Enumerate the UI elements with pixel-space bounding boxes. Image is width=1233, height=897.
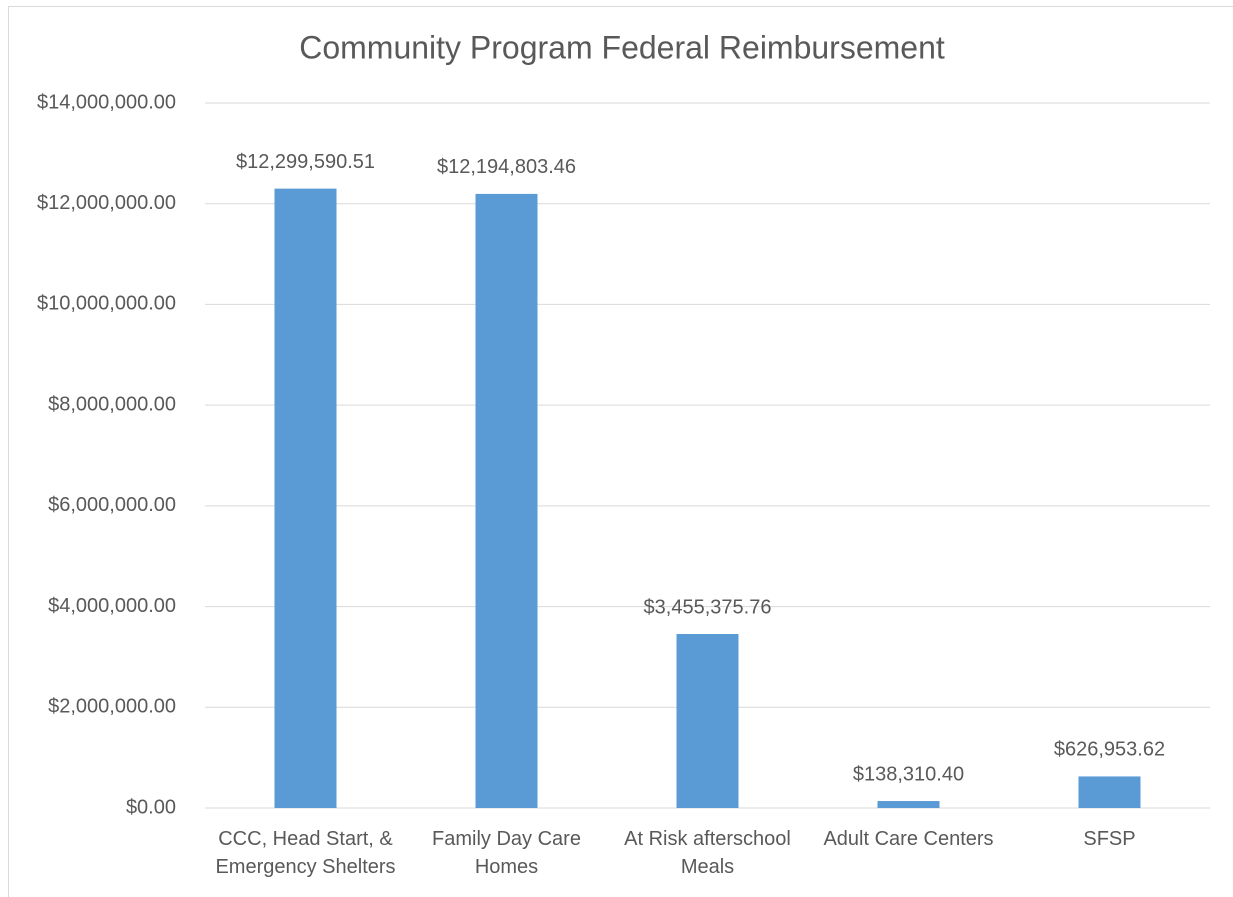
y-tick-label: $6,000,000.00	[48, 494, 176, 516]
data-label: $12,299,590.51	[236, 151, 375, 173]
data-label: $138,310.40	[853, 763, 964, 785]
x-tick-label: CCC, Head Start, & Emergency Shelters	[215, 828, 396, 878]
y-tick-label: $0.00	[126, 796, 176, 818]
chart-title: Community Program Federal Reimbursement	[299, 29, 945, 65]
y-tick-label: $4,000,000.00	[48, 595, 176, 617]
y-tick-label: $12,000,000.00	[37, 192, 176, 214]
data-label: $12,194,803.46	[437, 156, 576, 178]
x-tick-label: Family Day Care Homes	[432, 828, 581, 878]
data-label: $3,455,375.76	[644, 596, 772, 618]
bar	[274, 188, 337, 809]
bar	[1078, 776, 1141, 808]
data-label: $626,953.62	[1054, 739, 1165, 761]
y-tick-label: $10,000,000.00	[37, 293, 176, 315]
x-tick-label: At Risk afterschool Meals	[624, 828, 791, 878]
x-tick-label: SFSP	[1083, 828, 1136, 850]
bar	[676, 633, 739, 808]
x-tick-label: Adult Care Centers	[823, 828, 994, 850]
bar	[877, 801, 940, 808]
chart-border	[8, 6, 1233, 897]
y-tick-label: $8,000,000.00	[48, 393, 176, 415]
y-tick-label: $2,000,000.00	[48, 696, 176, 718]
bar	[475, 193, 538, 808]
y-tick-label: $14,000,000.00	[37, 91, 176, 113]
